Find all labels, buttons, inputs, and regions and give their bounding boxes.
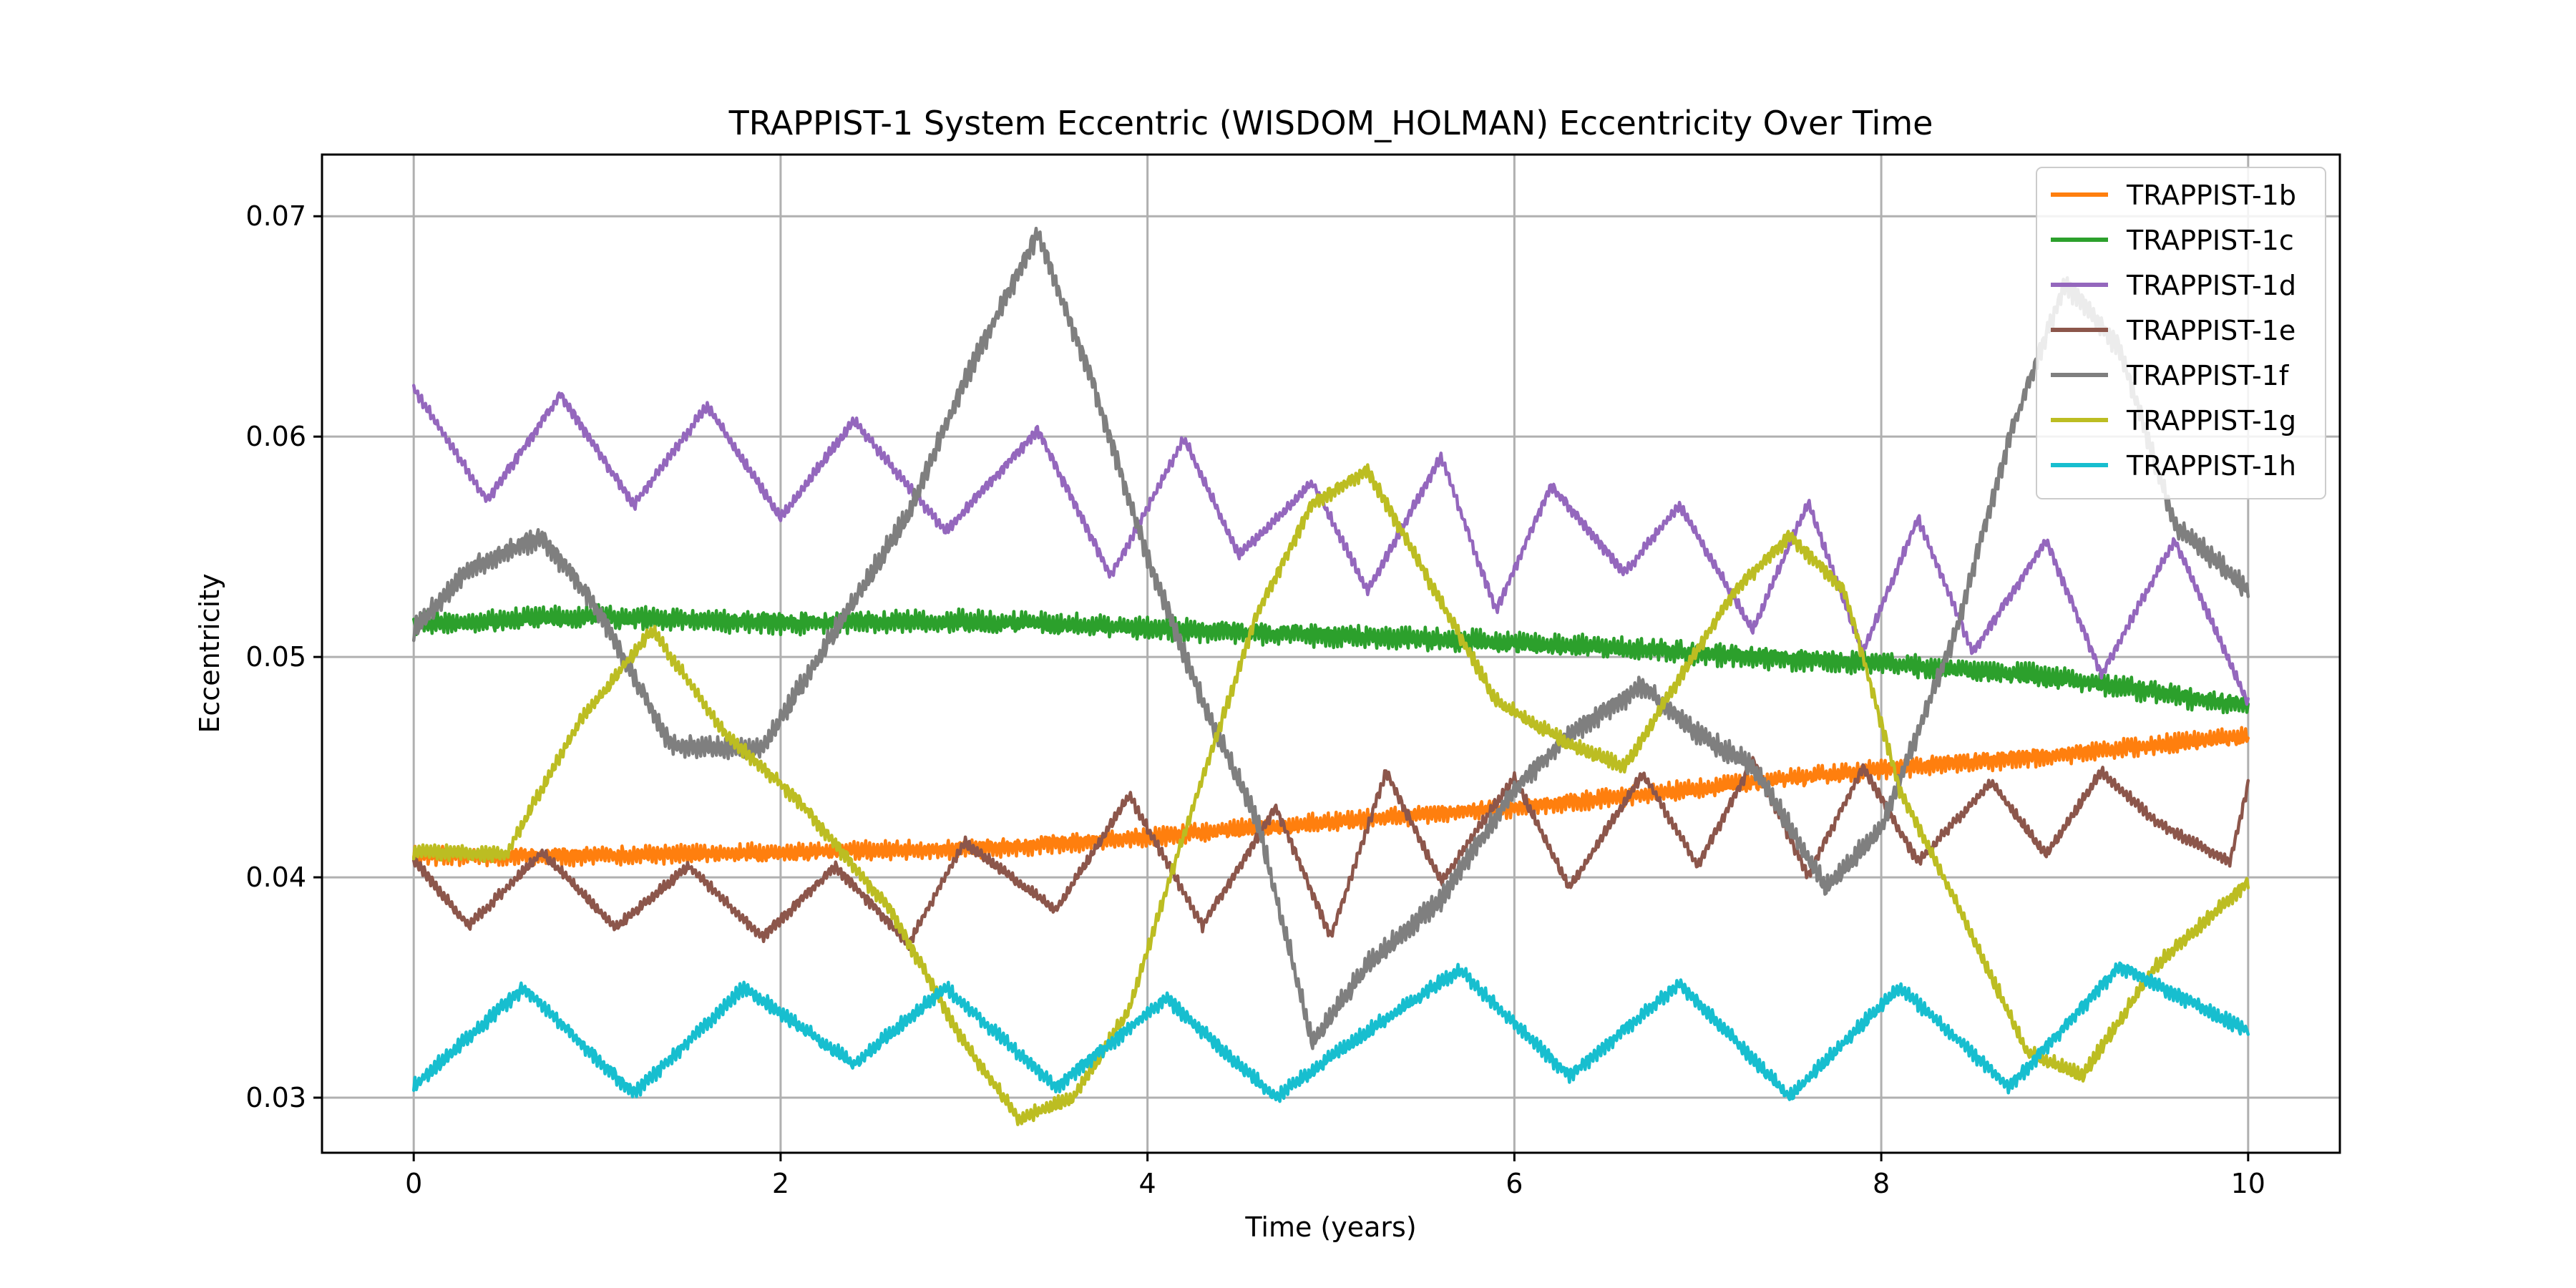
legend-label: TRAPPIST-1b [2126, 180, 2296, 211]
legend-label: TRAPPIST-1g [2126, 405, 2296, 436]
chart-title: TRAPPIST-1 System Eccentric (WISDOM_HOLM… [728, 104, 1933, 142]
y-tick-label: 0.05 [245, 641, 306, 673]
legend-box [2036, 167, 2326, 499]
series-line-trappist-1f [411, 226, 2250, 1050]
y-tick-label: 0.03 [245, 1082, 306, 1113]
series-line-trappist-1h [411, 961, 2250, 1103]
y-tick-label: 0.06 [245, 421, 306, 452]
legend-label: TRAPPIST-1f [2126, 360, 2290, 391]
x-tick-label: 2 [772, 1168, 789, 1199]
x-tick-label: 10 [2231, 1168, 2265, 1199]
series-line-trappist-1c [411, 602, 2250, 715]
legend-label: TRAPPIST-1c [2126, 225, 2294, 256]
y-tick-label: 0.07 [245, 200, 306, 232]
x-tick-label: 8 [1873, 1168, 1890, 1199]
legend: TRAPPIST-1b TRAPPIST-1c TRAPPIST-1d TRAPPIS… [2036, 167, 2326, 499]
series-line-trappist-1g [411, 463, 2250, 1126]
series-line-trappist-1e [411, 756, 2250, 952]
legend-label: TRAPPIST-1h [2126, 450, 2296, 482]
legend-label: TRAPPIST-1d [2126, 270, 2296, 301]
series-line-trappist-1d [411, 384, 2250, 706]
y-tick-label: 0.04 [245, 862, 306, 893]
series-line-trappist-1b [411, 726, 2250, 868]
legend-label: TRAPPIST-1e [2126, 315, 2296, 346]
tick-layer: 0 2 4 6 8 10 0.03 0.04 0.05 0.06 0.07 [245, 200, 2265, 1199]
x-tick-label: 0 [405, 1168, 422, 1199]
y-axis-label: Eccentricity [194, 573, 225, 733]
series-layer [411, 226, 2250, 1126]
x-tick-label: 6 [1506, 1168, 1523, 1199]
x-tick-label: 4 [1139, 1168, 1156, 1199]
x-axis-label: Time (years) [1244, 1211, 1416, 1243]
plot-frame [321, 153, 2341, 1154]
